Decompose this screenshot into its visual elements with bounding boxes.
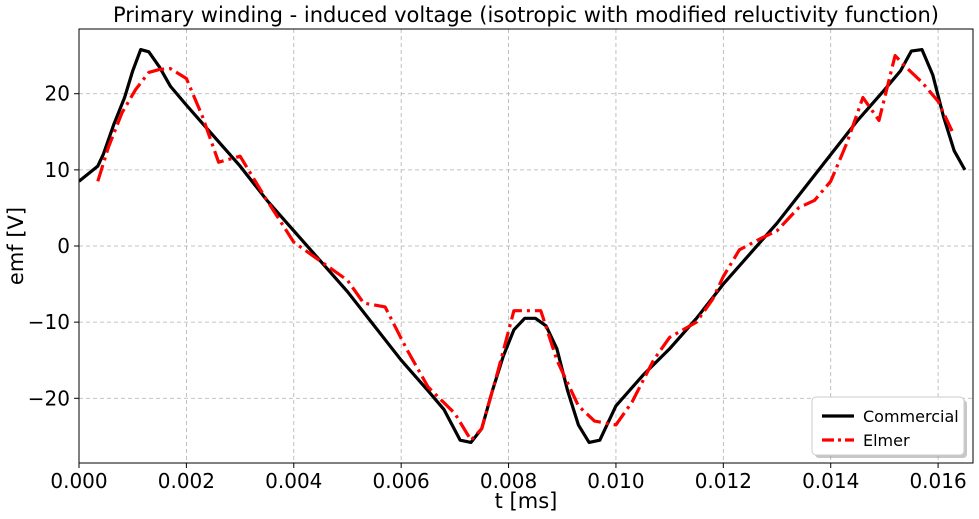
y-tick-label: 0 [57, 234, 70, 258]
x-tick-label: 0.004 [265, 469, 322, 493]
legend: Commercial Elmer [811, 396, 967, 458]
y-tick-label: −20 [28, 386, 70, 410]
legend-label: Elmer [863, 431, 910, 450]
x-tick-label: 0.014 [802, 469, 859, 493]
x-tick-label: 0.010 [587, 469, 644, 493]
legend-label: Commercial [863, 407, 959, 426]
series-layer [79, 48, 967, 444]
x-tick-label: 0.002 [158, 469, 215, 493]
x-tick-label: 0.000 [50, 469, 107, 493]
x-tick-label: 0.008 [480, 469, 537, 493]
y-tick-label: 20 [45, 82, 70, 106]
y-tick-label: 10 [45, 158, 70, 182]
x-tick-label: 0.006 [373, 469, 430, 493]
x-axis-label: t [ms] [495, 489, 558, 513]
x-axis-ticks: 0.000 0.002 0.004 0.006 0.008 0.010 0.012 0.014… [50, 463, 967, 493]
y-tick-label: −10 [28, 310, 70, 334]
x-tick-label: 0.016 [909, 469, 966, 493]
y-axis-ticks: −20 −10 0 10 20 [28, 82, 79, 410]
y-axis-label: emf [V] [4, 207, 28, 285]
x-tick-label: 0.012 [695, 469, 752, 493]
series-line-commercial [79, 48, 967, 444]
chart-title: Primary winding - induced voltage (isotr… [113, 3, 939, 27]
series-line-elmer [96, 54, 956, 442]
